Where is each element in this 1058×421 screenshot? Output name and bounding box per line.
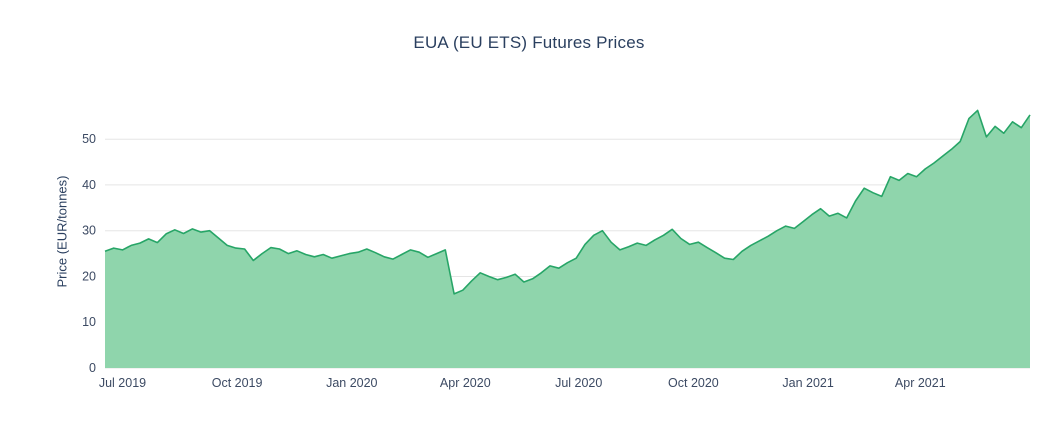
price-area-fill — [105, 110, 1030, 369]
y-tick-label: 50 — [82, 132, 96, 146]
y-tick-label: 20 — [82, 270, 96, 284]
chart-title: EUA (EU ETS) Futures Prices — [413, 33, 645, 52]
x-tick-label: Jul 2019 — [99, 376, 146, 390]
y-tick-label: 0 — [89, 361, 96, 375]
x-tick-label: Apr 2021 — [895, 376, 946, 390]
y-tick-label: 30 — [82, 224, 96, 238]
x-tick-label: Jul 2020 — [555, 376, 602, 390]
x-tick-label: Oct 2019 — [212, 376, 263, 390]
x-tick-label: Apr 2020 — [440, 376, 491, 390]
y-tick-label: 40 — [82, 178, 96, 192]
x-tick-label: Jan 2021 — [782, 376, 833, 390]
x-tick-label: Oct 2020 — [668, 376, 719, 390]
y-tick-label: 10 — [82, 315, 96, 329]
price-line — [104, 109, 1031, 295]
x-tick-label: Jan 2020 — [326, 376, 377, 390]
